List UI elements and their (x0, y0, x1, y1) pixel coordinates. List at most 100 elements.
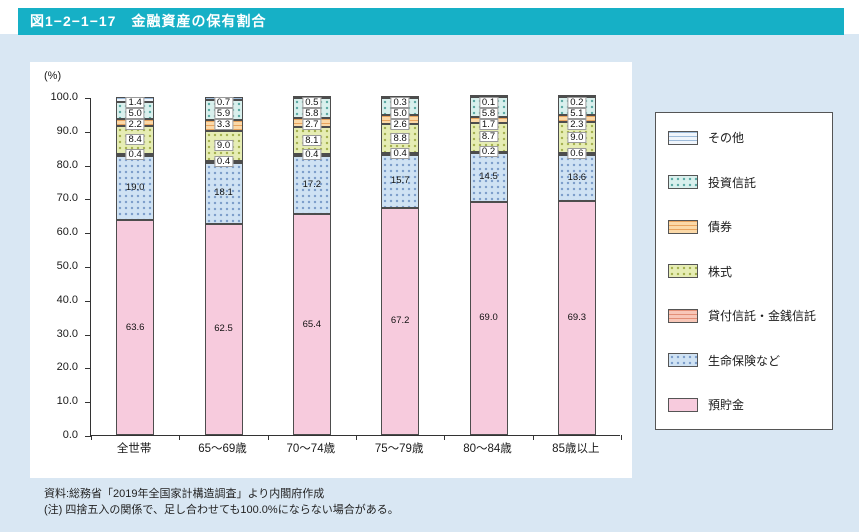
value-label-預貯金: 65.4 (302, 318, 322, 330)
value-label-投資信託: 5.9 (213, 108, 234, 119)
legend-label: 貸付信託・金銭信託 (708, 309, 817, 323)
legend-swatch-預貯金 (668, 397, 698, 412)
y-axis-tick (85, 368, 91, 370)
legend-label: 生命保険など (708, 353, 781, 368)
value-label-債券: 2.3 (567, 119, 587, 130)
stacked-bar-65〜69歳: 0.7 5.9 3.3 9.0 0.4 18.1 62.5 (204, 97, 243, 435)
x-axis-tick (621, 435, 622, 440)
y-tick-label: 100.0 (50, 91, 78, 103)
x-axis-tick (91, 435, 92, 440)
value-label-株式: 9.0 (567, 131, 587, 143)
value-label-預貯金: 67.2 (390, 315, 410, 327)
x-tick-label: 75〜79歳 (374, 443, 424, 455)
value-label-貸付信託・金銭信託: 0.4 (213, 155, 234, 167)
y-tick-label: 10.0 (56, 395, 78, 408)
y-tick-label: 20.0 (56, 361, 78, 374)
x-axis-tick (356, 435, 357, 440)
y-axis-tick (85, 402, 91, 404)
value-label-株式: 8.7 (478, 131, 499, 143)
x-tick-label: 全世帯 (116, 443, 152, 455)
stacked-bar-全世帯: 1.4 5.0 2.2 8.4 0.4 19.0 63.6 (116, 97, 155, 435)
x-axis-tick (179, 435, 181, 440)
legend-swatch-その他 (668, 130, 698, 145)
value-label-貸付信託・金銭信託: 0.4 (302, 149, 322, 161)
x-tick-label: 85歳以上 (552, 443, 600, 455)
bar-segment-生命保険など (116, 155, 155, 221)
y-tick-label: 40.0 (56, 293, 78, 306)
stacked-bar-85歳以上: 0.2 5.1 2.3 9.0 0.6 13.6 69.3 (557, 95, 596, 435)
value-label-生命保険など: 18.1 (214, 186, 233, 198)
y-tick-label: 30.0 (56, 327, 78, 340)
bar-segment-生命保険など (204, 162, 243, 224)
legend-item-その他: その他 (668, 129, 820, 146)
figure-title-banner: 図1−2−1−17 金融資産の保有割合 (18, 8, 844, 35)
bar-segment-預貯金 (204, 223, 243, 435)
legend-item-貸付信託・金銭信託: 貸付信託・金銭信託 (668, 307, 820, 324)
value-label-債券: 1.7 (478, 119, 499, 130)
y-tick-label: 0.0 (62, 429, 78, 441)
value-label-株式: 8.4 (125, 134, 145, 146)
value-label-貸付信託・金銭信託: 0.4 (125, 149, 145, 161)
figure-title: 図1−2−1−17 金融資産の保有割合 (30, 13, 267, 29)
value-label-預貯金: 63.6 (125, 321, 145, 333)
value-label-その他: 0.1 (478, 97, 499, 108)
y-axis-tick (85, 436, 91, 437)
value-label-生命保険など: 17.2 (302, 179, 322, 191)
legend-swatch-債券 (668, 219, 698, 234)
value-label-株式: 9.0 (213, 139, 234, 151)
bar-segment-生命保険など (292, 155, 331, 214)
y-axis-tick (85, 300, 91, 302)
value-label-投資信託: 5.8 (478, 108, 499, 119)
bar-segment-預貯金 (116, 220, 155, 435)
value-label-投資信託: 5.0 (390, 108, 410, 119)
y-tick-label: 70.0 (56, 192, 78, 205)
y-axis-tick (85, 131, 91, 133)
x-axis-tick (267, 435, 269, 440)
legend-label: その他 (708, 131, 745, 145)
bar-segment-預貯金 (292, 213, 331, 435)
y-axis-labels: 100.0 90.0 80.0 70.0 60.0 50.0 40.0 30.0 20.0 10.… (30, 91, 82, 441)
value-label-生命保険など: 15.7 (390, 175, 410, 187)
value-label-債券: 2.2 (125, 119, 145, 130)
stacked-bar-70〜74歳: 0.5 5.8 2.7 8.1 0.4 17.2 65.4 (292, 96, 331, 435)
value-label-債券: 2.7 (302, 119, 322, 130)
value-label-その他: 0.5 (302, 97, 322, 108)
y-tick-label: 80.0 (56, 158, 78, 171)
chart-panel: (%) 100.0 90.0 80.0 70.0 60.0 50.0 40.0 30.0 20.… (0, 34, 859, 532)
y-axis-tick (85, 199, 91, 201)
value-label-生命保険など: 14.5 (479, 171, 498, 183)
value-label-貸付信託・金銭信託: 0.2 (478, 146, 499, 158)
source-note: 資料:総務省「2019年全国家計構造調査」より内閣府作成 (44, 488, 325, 500)
x-axis-labels: 全世帯 65〜69歳 70〜74歳 75〜79歳 80〜84歳 85歳以上 (90, 440, 620, 458)
legend-item-債券: 債券 (668, 218, 820, 235)
y-axis-tick (85, 334, 91, 336)
x-tick-label: 65〜69歳 (198, 443, 247, 455)
x-axis-tick (532, 435, 534, 440)
value-label-その他: 0.3 (390, 97, 410, 108)
legend-swatch-投資信託 (668, 175, 698, 189)
legend-label: 株式 (708, 264, 733, 279)
value-label-株式: 8.8 (390, 132, 410, 144)
bar-segment-預貯金 (381, 207, 420, 435)
legend-label: 債券 (708, 220, 733, 234)
bar-segment-その他 (469, 95, 508, 98)
value-label-預貯金: 69.3 (567, 312, 587, 324)
value-label-債券: 3.3 (213, 119, 234, 130)
legend-item-生命保険など: 生命保険など (668, 352, 820, 369)
y-axis-tick (85, 165, 91, 167)
bar-segment-預貯金 (557, 200, 596, 435)
y-tick-label: 60.0 (56, 226, 78, 239)
stacked-bar-75〜79歳: 0.3 5.0 2.6 8.8 0.4 15.7 67.2 (381, 96, 420, 435)
footnotes: 資料:総務省「2019年全国家計構造調査」より内閣府作成 (注) 四捨五入の関係… (44, 486, 399, 518)
bar-segment-その他 (557, 95, 596, 98)
bar-segment-生命保険など (381, 154, 420, 208)
value-label-生命保険など: 13.6 (567, 172, 587, 184)
legend: その他 投資信託 債券 株式 貸付信託・金銭信託 生命保険など 預貯金 (655, 112, 833, 430)
x-tick-label: 70〜74歳 (286, 443, 336, 455)
y-tick-label: 50.0 (56, 260, 78, 272)
value-label-預貯金: 62.5 (214, 323, 233, 335)
value-label-貸付信託・金銭信託: 0.6 (567, 148, 587, 160)
legend-item-株式: 株式 (668, 263, 820, 280)
legend-label: 投資信託 (708, 175, 757, 190)
